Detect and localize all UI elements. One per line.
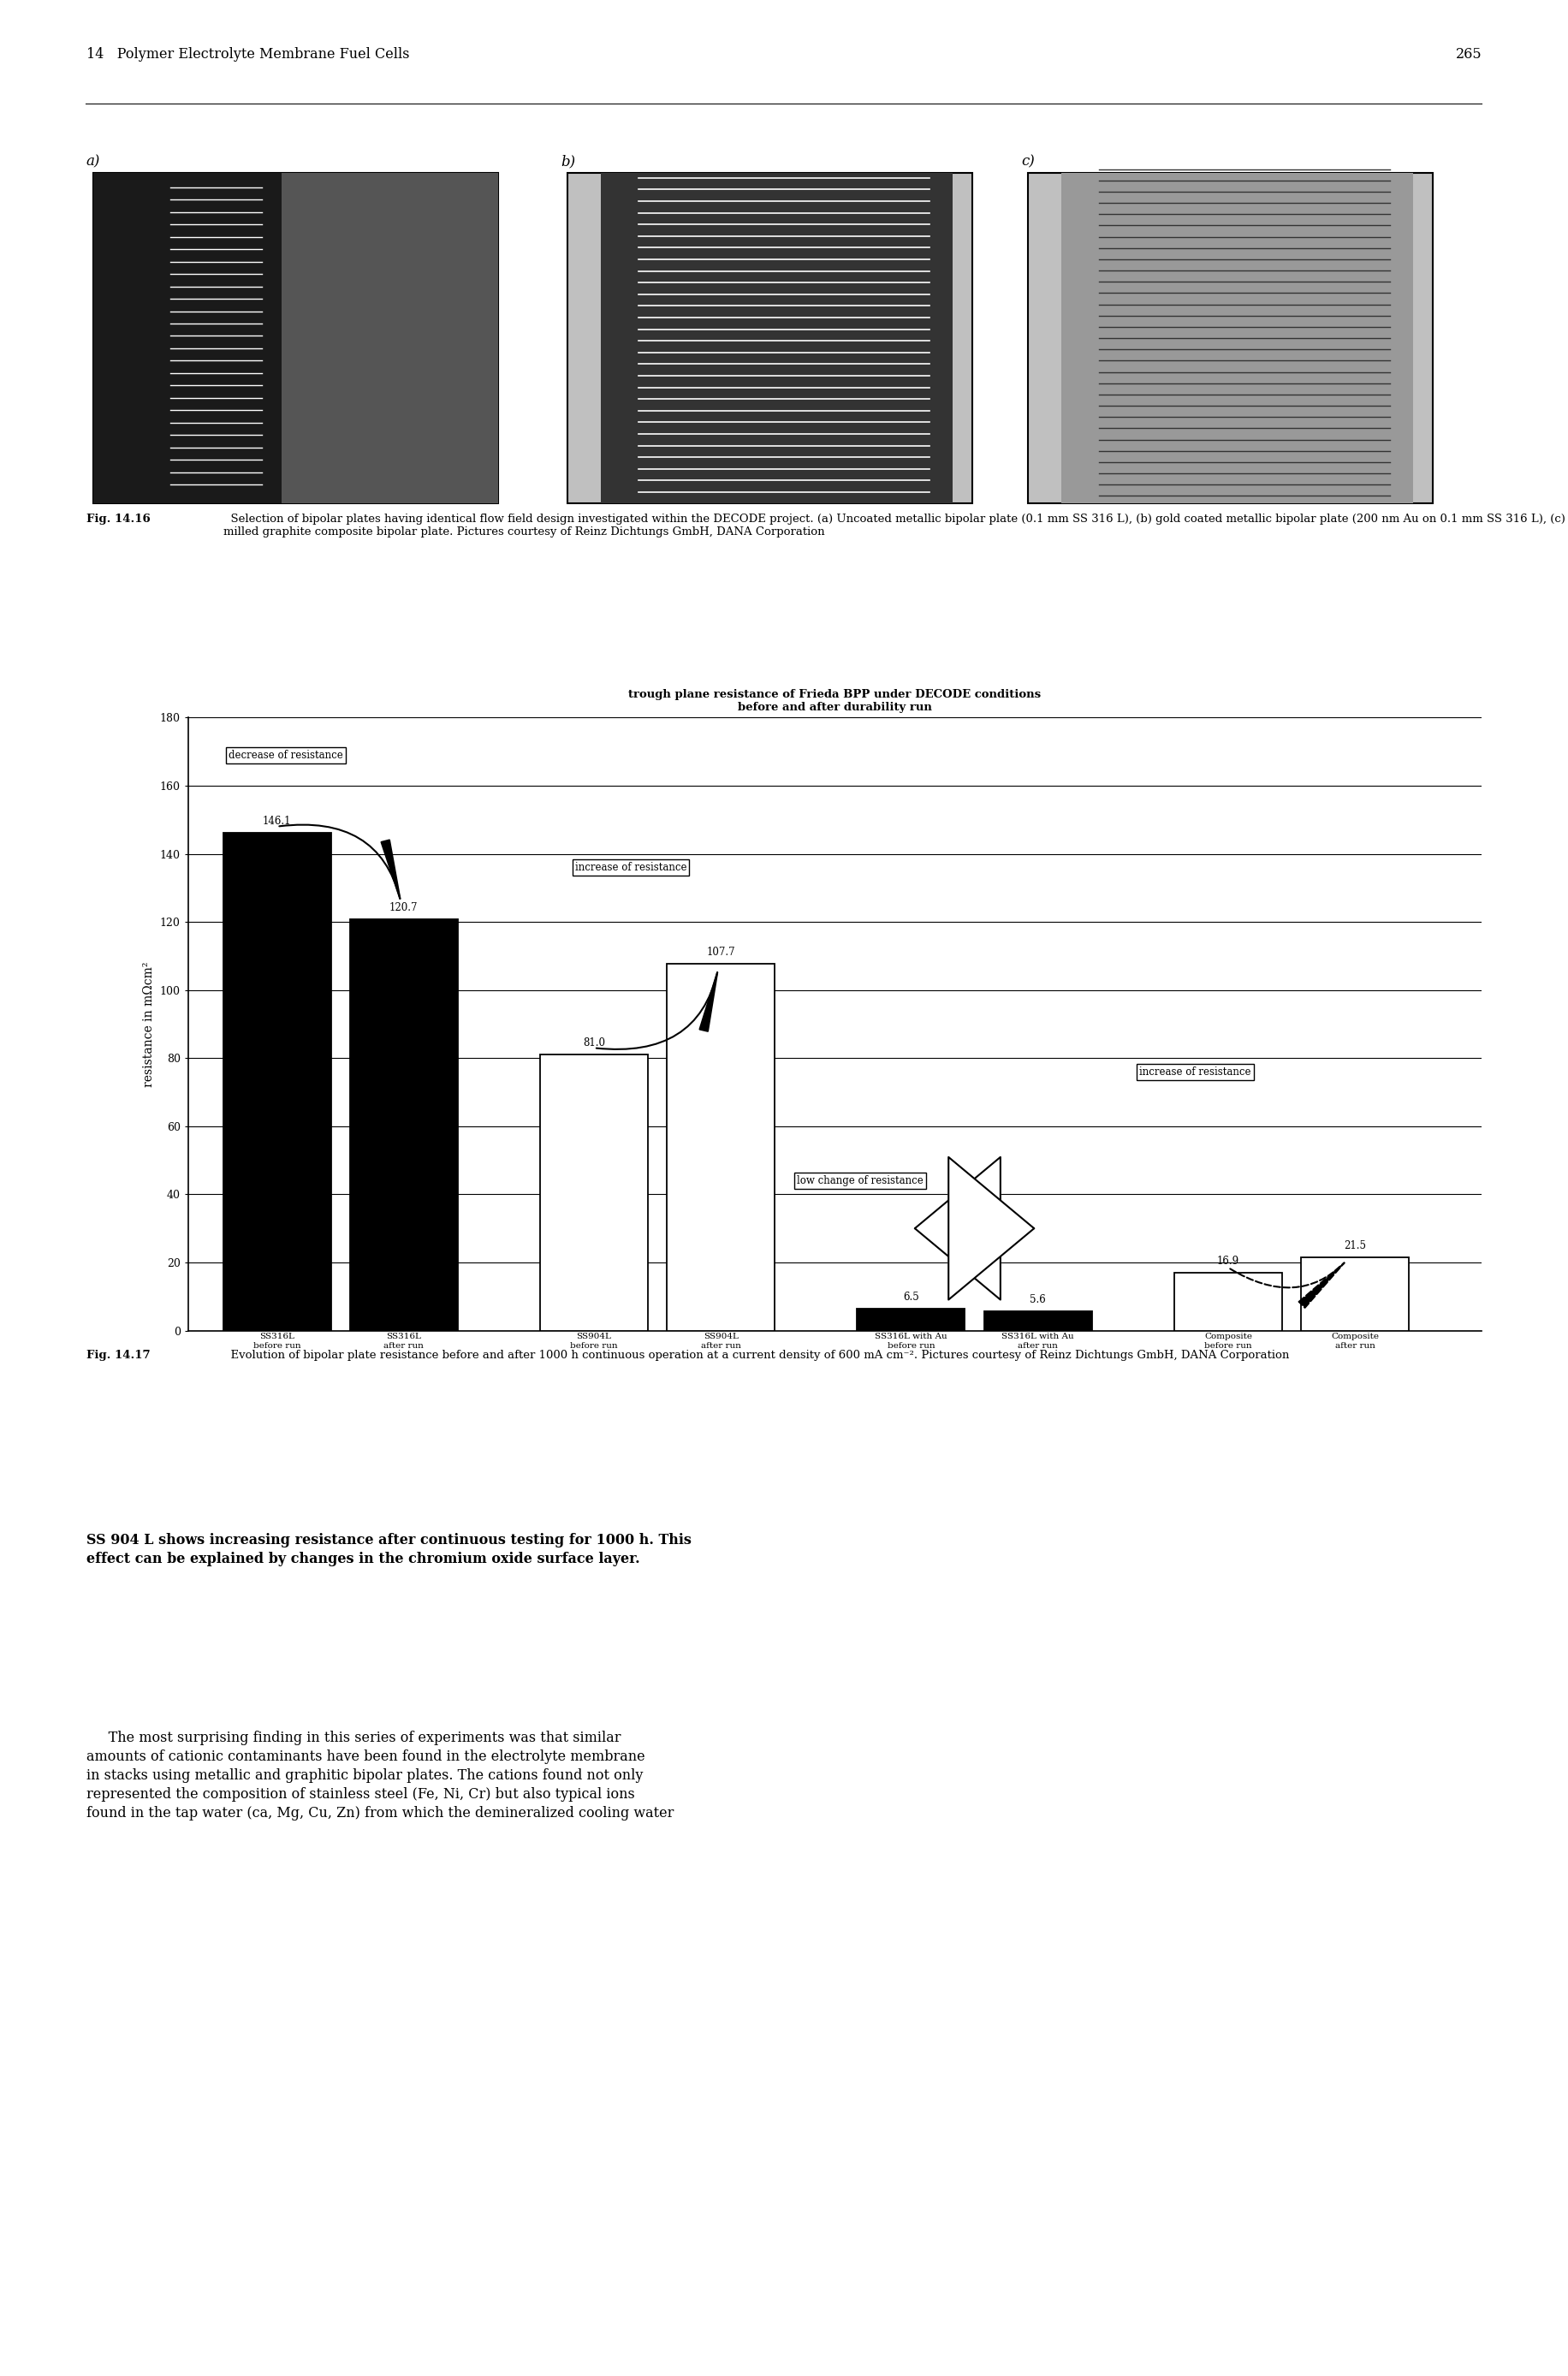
Bar: [1301, 1257, 1408, 1331]
Text: decrease of resistance: decrease of resistance: [229, 748, 343, 760]
Text: increase of resistance: increase of resistance: [1140, 1067, 1251, 1076]
Bar: [223, 834, 331, 1331]
Text: 14   Polymer Electrolyte Membrane Fuel Cells: 14 Polymer Electrolyte Membrane Fuel Cel…: [86, 48, 409, 62]
Text: c): c): [1021, 154, 1035, 169]
Bar: [282, 173, 499, 504]
Text: 107.7: 107.7: [707, 946, 735, 958]
Bar: [1062, 173, 1413, 504]
Text: 6.5: 6.5: [903, 1290, 919, 1302]
Bar: [601, 173, 953, 504]
Text: 265: 265: [1455, 48, 1482, 62]
Bar: [93, 173, 282, 504]
Text: Fig. 14.17: Fig. 14.17: [86, 1350, 151, 1361]
Text: b): b): [561, 154, 575, 169]
Text: Fig. 14.16: Fig. 14.16: [86, 513, 151, 525]
Bar: [1029, 173, 1433, 504]
Title: trough plane resistance of Frieda BPP under DECODE conditions
before and after d: trough plane resistance of Frieda BPP un…: [629, 689, 1041, 713]
Bar: [858, 1309, 964, 1331]
Bar: [539, 1055, 648, 1331]
Text: 120.7: 120.7: [389, 903, 419, 912]
Bar: [568, 173, 972, 504]
Text: Selection of bipolar plates having identical flow field design investigated with: Selection of bipolar plates having ident…: [223, 513, 1565, 537]
Text: SS 904 L shows increasing resistance after continuous testing for 1000 h. This
e: SS 904 L shows increasing resistance aft…: [86, 1533, 691, 1566]
Text: Evolution of bipolar plate resistance before and after 1000 h continuous operati: Evolution of bipolar plate resistance be…: [223, 1350, 1289, 1361]
Text: 81.0: 81.0: [583, 1038, 605, 1048]
Text: a): a): [86, 154, 100, 169]
Bar: [666, 965, 775, 1331]
Text: 146.1: 146.1: [262, 815, 292, 827]
Bar: [1174, 1274, 1283, 1331]
Text: 16.9: 16.9: [1217, 1257, 1239, 1266]
Bar: [985, 1312, 1091, 1331]
Y-axis label: resistance in mΩcm²: resistance in mΩcm²: [143, 962, 155, 1086]
Text: 5.6: 5.6: [1030, 1295, 1046, 1304]
Text: 21.5: 21.5: [1344, 1240, 1366, 1252]
Text: The most surprising finding in this series of experiments was that similar
amoun: The most surprising finding in this seri…: [86, 1730, 674, 1820]
Text: low change of resistance: low change of resistance: [797, 1176, 924, 1186]
Bar: [93, 173, 499, 504]
Bar: [350, 920, 458, 1331]
Text: increase of resistance: increase of resistance: [575, 862, 687, 872]
